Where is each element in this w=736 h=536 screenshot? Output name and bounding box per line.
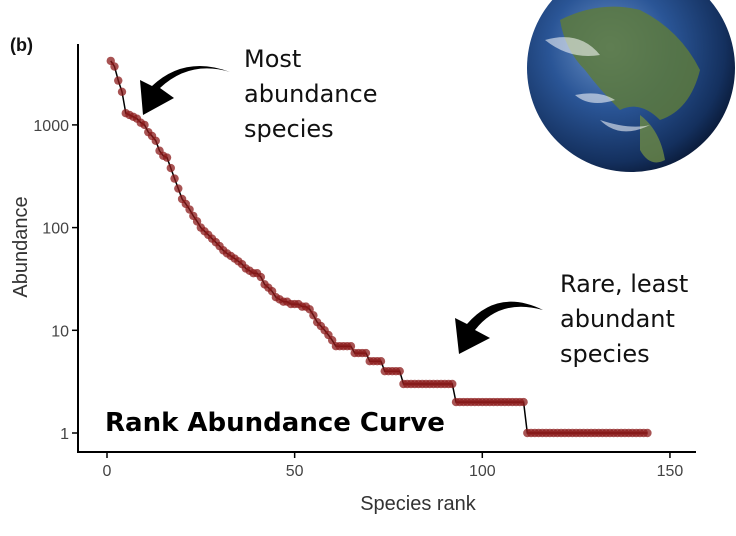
annotation-most-line2: abundance — [244, 80, 377, 108]
data-point — [448, 379, 457, 389]
x-tick-label: 100 — [469, 463, 496, 480]
curved-arrow-icon — [455, 301, 543, 354]
y-axis-label: Abundance — [10, 196, 32, 297]
annotation-rare-line3: species — [560, 340, 650, 368]
data-point — [151, 136, 160, 146]
x-tick-label: 150 — [657, 463, 684, 480]
earth-globe-image — [527, 0, 735, 172]
data-point — [643, 428, 652, 438]
y-tick-label: 100 — [42, 221, 69, 238]
x-axis-label: Species rank — [360, 493, 477, 515]
x-tick-label: 50 — [286, 463, 304, 480]
y-tick-label: 10 — [51, 323, 69, 340]
annotation-rare-line2: abundant — [560, 305, 675, 333]
data-point — [346, 342, 356, 351]
data-point — [117, 87, 127, 97]
annotation-most-line3: species — [244, 115, 334, 143]
data-point — [162, 153, 172, 162]
x-tick-label: 0 — [103, 463, 112, 480]
data-point — [309, 311, 318, 320]
data-point — [185, 205, 194, 214]
data-point — [395, 366, 404, 376]
data-point — [519, 397, 528, 407]
data-point — [166, 163, 176, 173]
y-tick-label: 1 — [60, 426, 69, 443]
data-point — [174, 184, 183, 193]
curved-arrow-icon — [140, 65, 230, 115]
panel-label: (b) — [10, 35, 33, 55]
data-point — [110, 62, 119, 71]
annotation-rare-line1: Rare, least — [560, 270, 688, 298]
data-point — [140, 120, 149, 130]
chart-title: Rank Abundance Curve — [105, 408, 445, 438]
data-point — [170, 174, 179, 183]
annotation-most-line1: Most — [244, 45, 301, 73]
data-point — [192, 217, 202, 226]
data-point — [376, 357, 386, 366]
data-point — [361, 348, 371, 358]
data-point — [114, 76, 123, 85]
y-tick-label: 1000 — [33, 118, 69, 135]
data-point — [256, 272, 266, 282]
